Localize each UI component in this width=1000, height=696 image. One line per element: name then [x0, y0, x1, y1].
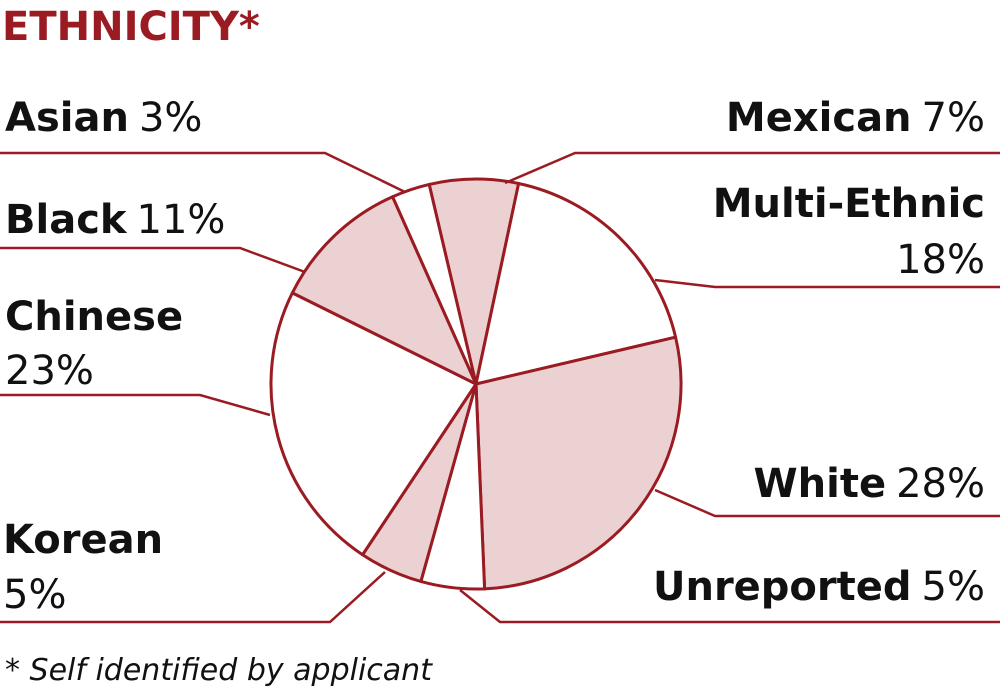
slice-label: White 28% — [754, 461, 985, 507]
value-label: 5% — [922, 564, 985, 610]
slice-label: Mexican 7% — [726, 95, 985, 141]
category-name: Multi-Ethnic — [713, 181, 985, 227]
value-label: 7% — [922, 95, 985, 141]
slice-label: Unreported 5% — [653, 564, 985, 610]
leader-line — [654, 488, 1000, 518]
category-name: Unreported — [653, 564, 912, 610]
value-label: 3% — [139, 95, 202, 141]
value-label: 23% — [5, 348, 94, 394]
value-label: 5% — [3, 572, 66, 618]
leader-line — [0, 571, 386, 624]
pie-slice — [269, 291, 478, 557]
slice-label: Asian 3% — [5, 95, 202, 141]
slice-label: Chinese — [5, 294, 183, 340]
pie-slice — [391, 182, 478, 386]
footnote: * Self identified by applicant — [5, 653, 433, 688]
value-label: 11% — [137, 197, 226, 243]
category-name: Black — [5, 197, 128, 243]
category-name: Mexican — [726, 95, 912, 141]
leader-line — [504, 151, 1000, 185]
category-name: Korean — [3, 517, 163, 563]
leader-line — [0, 246, 306, 274]
chart-title: ETHNICITY* — [2, 4, 260, 50]
category-name: Asian — [5, 95, 129, 141]
slice-label: Korean — [3, 517, 163, 563]
category-name: Chinese — [5, 294, 183, 340]
pie-slice — [474, 181, 678, 386]
value-label: 28% — [896, 461, 985, 507]
leader-line — [459, 589, 1000, 624]
leader-line — [0, 151, 406, 194]
pie-slice — [290, 195, 478, 386]
pie-slice — [474, 335, 683, 591]
slice-label: Black 11% — [5, 197, 225, 243]
value-label: 18% — [896, 237, 985, 283]
leader-line — [654, 278, 1000, 289]
leader-line — [0, 393, 271, 417]
category-name: White — [754, 461, 887, 507]
slice-label: Multi-Ethnic — [713, 181, 985, 227]
